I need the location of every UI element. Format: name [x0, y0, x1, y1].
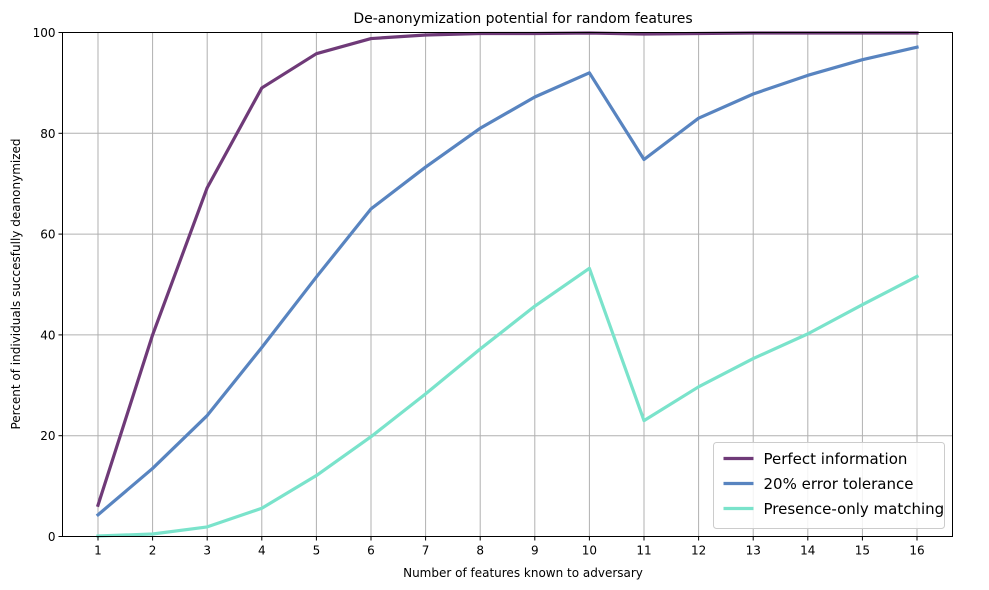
- series-line-2: [95, 45, 919, 518]
- x-tick-label: 3: [203, 544, 211, 558]
- x-tick-label: 2: [149, 544, 157, 558]
- x-tick-label: 6: [367, 544, 375, 558]
- x-tick-label: 7: [422, 544, 430, 558]
- y-tick-label: 100: [33, 26, 56, 40]
- x-tick-label: 8: [476, 544, 484, 558]
- x-tick-label: 11: [636, 544, 651, 558]
- series-line-1: [95, 31, 919, 508]
- x-tick-label: 14: [800, 544, 815, 558]
- legend-box: [713, 442, 945, 529]
- x-tick-label: 4: [258, 544, 266, 558]
- y-axis-label: Percent of individuals succesfully deano…: [9, 138, 23, 429]
- x-axis-label: Number of features known to adversary: [403, 566, 643, 580]
- x-tick-label: 9: [531, 544, 539, 558]
- x-tick-label: 16: [909, 544, 924, 558]
- series-line-3: [96, 266, 920, 538]
- y-tick-label: 20: [40, 429, 55, 443]
- legend-label: 20% error tolerance: [764, 475, 914, 493]
- x-tick-label: 1: [94, 544, 102, 558]
- x-tick-label: 13: [746, 544, 761, 558]
- legend-label: Presence-only matching: [764, 500, 945, 518]
- y-tick-label: 60: [40, 228, 55, 242]
- y-tick-label: 40: [40, 328, 55, 342]
- y-axis: 0 20 40 60 80 100: [33, 26, 63, 544]
- x-tick-label: 10: [582, 544, 597, 558]
- y-tick-label: 80: [40, 127, 55, 141]
- y-tick-label: 0: [48, 530, 56, 544]
- legend-label: Perfect information: [764, 450, 908, 468]
- legend: Perfect information 20% error tolerance Pr…: [713, 442, 945, 529]
- x-tick-label: 5: [313, 544, 321, 558]
- plot-frame: [62, 32, 953, 537]
- x-tick-label: 12: [691, 544, 706, 558]
- x-tick-label: 15: [855, 544, 870, 558]
- chart-title: De-anonymization potential for random fe…: [353, 11, 692, 27]
- x-axis: 1 2 3 4 5 6 7 8 9 10 11 12 13 14 15 16: [94, 536, 925, 558]
